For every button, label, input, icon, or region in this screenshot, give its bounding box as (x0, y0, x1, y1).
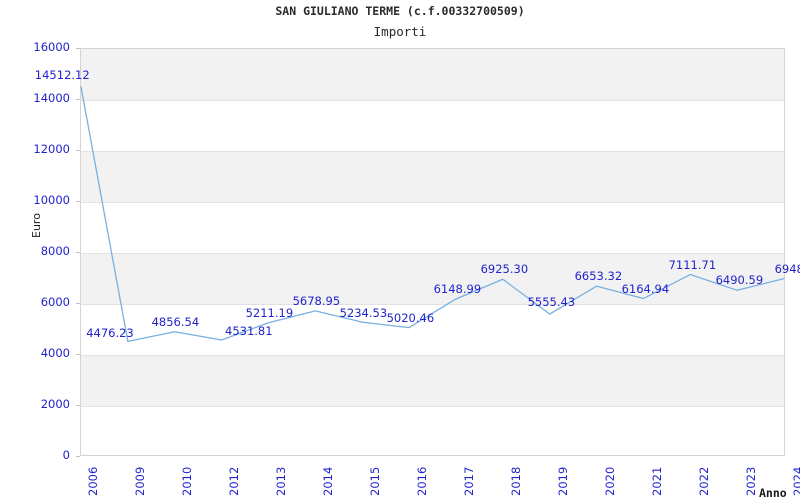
x-axis-tick-label: 2010 (180, 466, 194, 496)
background-band (81, 151, 784, 202)
data-point-label: 4856.54 (151, 315, 200, 330)
x-axis-tick-label: 2014 (321, 466, 335, 496)
y-axis-tick-label: 6000 (40, 295, 70, 309)
background-band (81, 355, 784, 406)
data-point-label: 7111.71 (668, 257, 717, 272)
x-axis-tick-label: 2020 (603, 466, 617, 496)
y-axis-tick-mark (76, 303, 80, 304)
y-axis-tick-label: 16000 (33, 40, 70, 54)
x-axis-tick-label: 2021 (650, 466, 664, 496)
gridline (81, 355, 784, 356)
data-point-label: 6948.7 (774, 261, 800, 276)
y-axis-tick-label: 10000 (33, 193, 70, 207)
gridline (81, 304, 784, 305)
plot-area (80, 48, 785, 456)
x-axis-tick-label: 2018 (509, 466, 523, 496)
y-axis-tick-label: 4000 (40, 346, 70, 360)
data-point-label: 6148.99 (433, 282, 482, 297)
data-point-label: 5020.46 (386, 310, 435, 325)
data-point-label: 5211.19 (245, 306, 294, 321)
background-band (81, 49, 784, 100)
y-axis-tick-mark (76, 48, 80, 49)
x-axis-tick-label: 2009 (133, 466, 147, 496)
x-axis-tick-label: 2017 (462, 466, 476, 496)
x-axis-tick-label: 2022 (697, 466, 711, 496)
x-axis-tick-label: 2019 (556, 466, 570, 496)
data-point-label: 5678.95 (292, 294, 341, 309)
x-axis-tick-label: 2015 (368, 466, 382, 496)
background-band (81, 253, 784, 304)
data-point-label: 5234.53 (339, 305, 388, 320)
x-axis-tick-label: 2013 (274, 466, 288, 496)
series-line (80, 86, 785, 343)
x-axis-tick-label: 2012 (227, 466, 241, 496)
gridline (81, 253, 784, 254)
chart-subtitle: Importi (373, 24, 427, 39)
y-axis-tick-mark (76, 150, 80, 151)
data-point-label: 4476.23 (86, 325, 134, 340)
data-point-label: 14512.12 (34, 67, 90, 82)
y-axis-tick-mark (76, 99, 80, 100)
y-axis-tick-mark (76, 354, 80, 355)
y-axis-tick-label: 8000 (40, 244, 70, 258)
x-axis-tick-label: 2023 (744, 466, 758, 496)
gridline (81, 406, 784, 407)
y-axis-label: Euro (30, 213, 43, 238)
y-axis-tick-label: 12000 (33, 142, 70, 156)
y-axis-tick-mark (76, 201, 80, 202)
data-point-label: 6653.32 (574, 269, 623, 284)
y-axis-tick-label: 2000 (40, 397, 70, 411)
gridline (81, 100, 784, 101)
x-axis-tick-label: 2016 (415, 466, 429, 496)
gridline (81, 202, 784, 203)
y-axis-tick-mark (76, 252, 80, 253)
y-axis-tick-label: 14000 (33, 91, 70, 105)
y-axis-tick-label: 0 (62, 448, 70, 462)
data-point-label: 6925.30 (480, 262, 529, 277)
chart-title: SAN GIULIANO TERME (c.f.00332700509) (275, 4, 525, 18)
y-axis-tick-mark (76, 456, 80, 457)
x-axis-tick-label: 2024 (791, 466, 800, 496)
data-point-label: 6490.59 (715, 273, 764, 288)
gridline (81, 151, 784, 152)
data-point-label: 5555.43 (527, 295, 576, 310)
data-point-label: 6164.94 (621, 281, 670, 296)
data-point-label: 4531.81 (225, 324, 273, 339)
y-axis-tick-mark (76, 405, 80, 406)
x-axis-tick-label: 2006 (86, 466, 100, 496)
x-axis-label: Anno (759, 486, 787, 500)
